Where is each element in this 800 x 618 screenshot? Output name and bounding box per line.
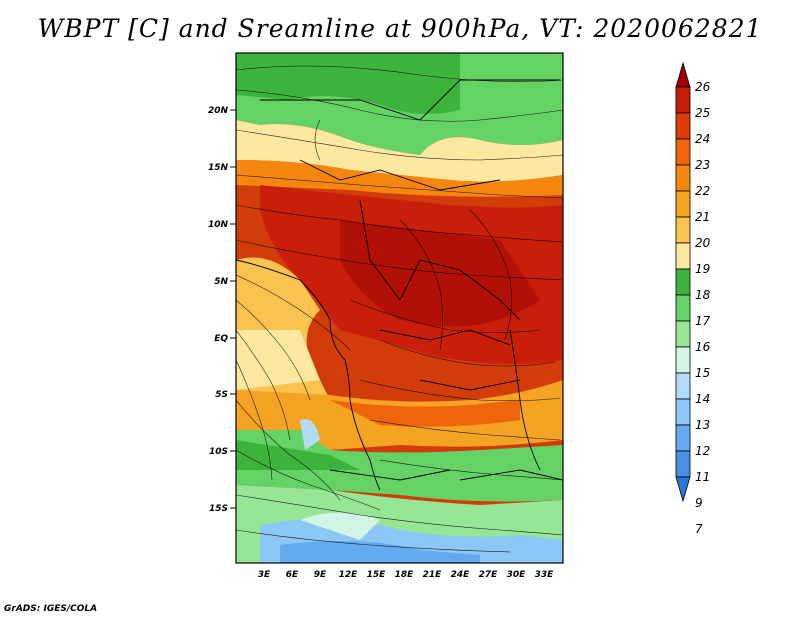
colorbar-label: 14: [695, 392, 710, 406]
colorbar-swatch: [675, 138, 691, 166]
colorbar-swatch: [675, 112, 691, 140]
colorbar-swatch: [675, 450, 691, 478]
colorbar-label: 20: [695, 236, 711, 250]
colorbar-label: 17: [695, 314, 711, 328]
lat-label: 15S: [209, 504, 228, 514]
colorbar-label: 19: [695, 262, 710, 276]
lat-label: 5S: [215, 390, 228, 400]
colorbar-label: 24: [695, 132, 710, 146]
colorbar-label: 9: [695, 496, 703, 510]
lat-label: 10S: [209, 447, 228, 457]
colorbar-label: 23: [695, 158, 710, 172]
lon-label: 9E: [314, 570, 327, 580]
lon-label: 12E: [339, 570, 359, 580]
colorbar-arrow-top: [675, 61, 691, 88]
colorbar-arrow-bottom: [675, 476, 691, 503]
colorbar-label: 7: [695, 522, 703, 536]
colorbar-label: 21: [695, 210, 710, 224]
colorbar-label: 11: [695, 470, 710, 484]
colorbar-swatch: [675, 86, 691, 114]
colorbar-swatch: [675, 424, 691, 452]
colorbar-label: 18: [695, 288, 711, 302]
lat-label: 20N: [208, 106, 229, 116]
lon-label: 6E: [286, 570, 299, 580]
footer-credit: GrADS: IGES/COLA: [4, 604, 98, 614]
colorbar-label: 12: [695, 444, 710, 458]
lat-label: 10N: [208, 220, 229, 230]
colorbar-swatch: [675, 320, 691, 348]
colorbar-swatch: [675, 216, 691, 244]
colorbar: 26 25 24 23 22 21 20 19 18 17 16 15 14 13 12 11 9 7: [675, 61, 711, 536]
colorbar-swatch: [675, 372, 691, 400]
colorbar-label: 22: [695, 184, 710, 198]
lon-label: 18E: [395, 570, 415, 580]
lon-label: 33E: [535, 570, 555, 580]
lat-label: EQ: [214, 334, 228, 344]
lon-label: 24E: [451, 570, 471, 580]
lon-label: 21E: [423, 570, 443, 580]
colorbar-label: 26: [695, 80, 711, 94]
colorbar-swatch: [675, 346, 691, 374]
colorbar-swatch: [675, 242, 691, 270]
lon-axis: 3E 6E 9E 12E 15E 18E 21E 24E 27E 30E 33E: [258, 570, 554, 580]
colorbar-swatch: [675, 190, 691, 218]
lon-label: 15E: [367, 570, 387, 580]
colorbar-label: 16: [695, 340, 711, 354]
colorbar-swatch: [675, 268, 691, 296]
streamlines: [236, 65, 563, 553]
colorbar-swatch: [675, 164, 691, 192]
colorbar-label: 15: [695, 366, 710, 380]
lat-axis: 20N 15N 10N 5N EQ 5S 10S 15S: [208, 106, 236, 514]
lon-label: 30E: [507, 570, 527, 580]
country-borders: [236, 79, 563, 491]
lon-label: 27E: [479, 570, 499, 580]
wbpt-field: [236, 53, 563, 563]
colorbar-swatch: [675, 398, 691, 426]
colorbar-swatch: [675, 294, 691, 322]
lat-label: 5N: [214, 277, 228, 287]
colorbar-label: 25: [695, 106, 710, 120]
lon-label: 3E: [258, 570, 271, 580]
map-title: WBPT [C] and Sreamline at 900hPa, VT: 20…: [37, 14, 763, 43]
lat-label: 15N: [208, 163, 229, 173]
colorbar-label: 13: [695, 418, 710, 432]
map-frame: [235, 52, 564, 564]
